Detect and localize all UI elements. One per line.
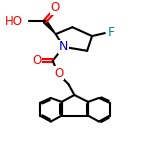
Text: F: F (108, 26, 115, 39)
Text: N: N (59, 40, 68, 53)
Text: O: O (50, 1, 59, 14)
Text: O: O (32, 54, 42, 67)
Text: O: O (54, 67, 63, 80)
Text: HO: HO (5, 15, 23, 28)
Polygon shape (43, 20, 56, 34)
